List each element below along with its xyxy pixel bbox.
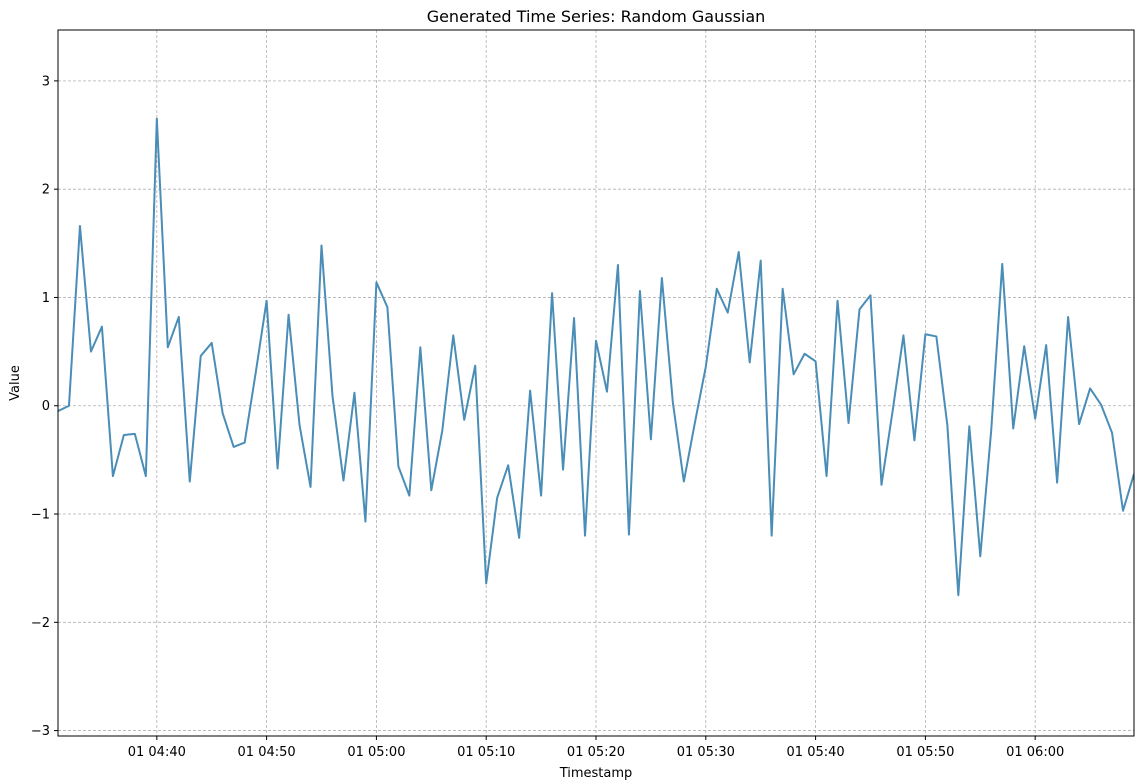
x-axis: 01 04:40 01 04:50 01 05:00 01 05:10 01 05:20…: [128, 736, 1064, 760]
y-tick-label: 2: [42, 183, 50, 198]
x-tick-label: 01 06:00: [1006, 745, 1064, 760]
grid: [58, 30, 1134, 736]
x-tick-label: 01 05:20: [567, 745, 625, 760]
x-tick-label: 01 05:30: [677, 745, 735, 760]
y-tick-label: −2: [31, 616, 50, 631]
plot-area: [58, 117, 1134, 597]
y-axis: −3 −2 −1 0 1 2 3: [31, 74, 58, 739]
x-tick-label: 01 05:00: [347, 745, 405, 760]
y-tick-label: 3: [42, 74, 50, 89]
y-tick-label: −1: [31, 508, 50, 523]
y-tick-label: −3: [31, 724, 50, 739]
x-axis-title: Timestamp: [559, 766, 633, 781]
series-line: [58, 117, 1134, 597]
x-tick-label: 01 05:50: [896, 745, 954, 760]
y-tick-label: 1: [42, 291, 50, 306]
x-tick-label: 01 04:40: [128, 745, 186, 760]
y-axis-title: Value: [8, 365, 23, 401]
chart-title: Generated Time Series: Random Gaussian: [427, 7, 766, 26]
x-tick-label: 01 05:10: [457, 745, 515, 760]
y-tick-label: 0: [42, 399, 50, 414]
x-tick-label: 01 04:50: [238, 745, 296, 760]
x-tick-label: 01 05:40: [787, 745, 845, 760]
